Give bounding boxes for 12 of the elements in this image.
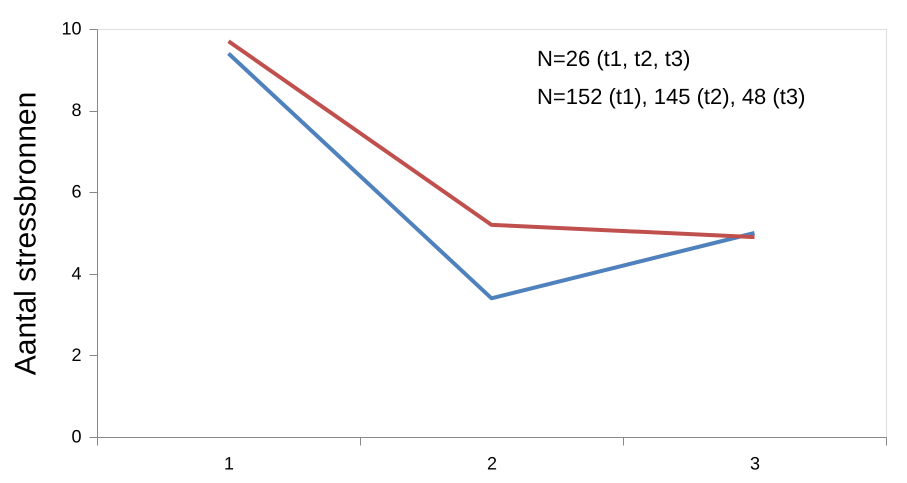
y-tick-label: 6 [71,182,82,202]
x-tick-label: 1 [224,454,234,474]
annotation: N=152 (t1), 145 (t2), 48 (t3) [537,84,806,109]
x-tick-label: 2 [486,454,498,474]
x-tick-label: 3 [750,454,760,474]
y-tick-label: 10 [61,18,82,38]
y-tick-label: 0 [71,426,82,446]
annotation: N=26 (t1, t2, t3) [537,46,690,71]
y-tick-label: 8 [71,100,82,120]
y-tick-label: 2 [71,344,82,365]
y-axis-title: Aantal stressbronnen [9,92,42,376]
y-tick-label: 4 [71,263,82,284]
